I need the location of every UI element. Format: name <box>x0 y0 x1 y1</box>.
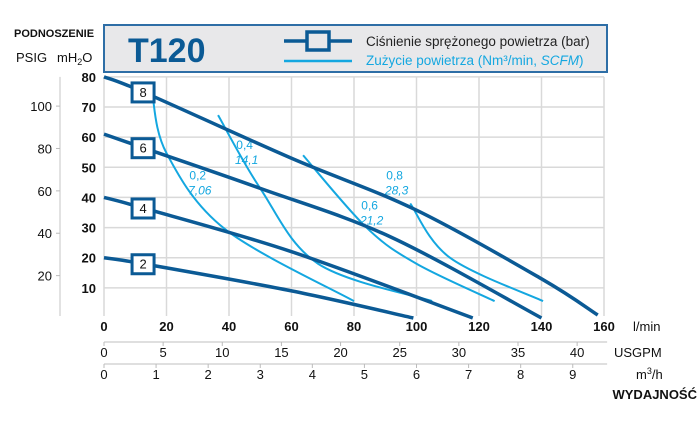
x-unit-m3h-sup: 3 <box>647 366 652 376</box>
y-unit-psig: PSIG <box>16 50 47 65</box>
y-unit-mh2o-end: O <box>82 50 92 65</box>
chart-title: T120 <box>128 32 206 70</box>
y-unit-mh2o-sub: 2 <box>77 57 82 67</box>
x-tick-label: 7 <box>465 367 472 382</box>
y-axis-title: PODNOSZENIE <box>14 28 94 40</box>
pressure-curve-2-bar <box>103 255 414 320</box>
y-tick-mh2o: 60 <box>82 130 96 145</box>
legend-air-label: Zużycie powietrza (Nm³/min, SCFM) <box>366 53 584 68</box>
air-consumption-curves: 0,27,06 0,414,1 0,621,2 0,828,3 <box>151 92 544 303</box>
y-tick-mh2o: 10 <box>82 281 96 296</box>
x-unit-m3h-end: /h <box>652 367 663 382</box>
y-tick-psig: 20 <box>38 269 52 284</box>
pressure-label-box <box>130 137 156 160</box>
y-tick-psig: 80 <box>38 141 52 156</box>
x-tick-label: 0 <box>100 319 107 334</box>
air-label-nm3: 0,6 <box>361 198 378 212</box>
grid <box>103 76 605 316</box>
x-tick-label: 20 <box>333 345 347 360</box>
air-label-nm3: 0,4 <box>236 138 253 152</box>
air-curve-0-8 <box>409 202 544 303</box>
x-tick-label: 40 <box>222 319 236 334</box>
x-tick-label: 120 <box>468 319 490 334</box>
y-tick-psig: 60 <box>38 184 52 199</box>
x-tick-label: 5 <box>361 367 368 382</box>
x-tick-label: 160 <box>593 319 615 334</box>
pressure-label: 6 <box>139 141 146 156</box>
x-tick-label: 10 <box>215 345 229 360</box>
x-unit-m3h: m3/h <box>636 366 663 382</box>
y-tick-psig: 100 <box>30 99 52 114</box>
x-tick-label: 40 <box>570 345 584 360</box>
air-label-scfm: 7,06 <box>188 183 212 197</box>
y-tick-mh2o: 50 <box>82 160 96 175</box>
pressure-label: 8 <box>139 85 146 100</box>
x-tick-label: 20 <box>159 319 173 334</box>
x-tick-label: 25 <box>392 345 406 360</box>
legend-box <box>103 24 608 73</box>
x-tick-label: 100 <box>406 319 428 334</box>
pressure-curves: 8 6 4 2 <box>103 75 599 320</box>
air-curve-0-6 <box>302 154 496 303</box>
x-tick-label: 30 <box>452 345 466 360</box>
legend-air-label-main: Zużycie powietrza (Nm³/min, <box>366 53 541 68</box>
x-tick-label: 60 <box>284 319 298 334</box>
legend-pressure-label: Ciśnienie sprężonego powietrza (bar) <box>366 34 590 49</box>
air-curve-0-2 <box>151 92 355 302</box>
legend-pressure-icon <box>284 30 352 52</box>
pressure-label: 4 <box>139 201 146 216</box>
y-tick-psig: 40 <box>38 226 52 241</box>
x-tick-label: 3 <box>257 367 264 382</box>
x-tick-label: 9 <box>569 367 576 382</box>
x-tick-label: 5 <box>160 345 167 360</box>
x-tick-label: 4 <box>309 367 316 382</box>
y-unit-mh2o: mH2O <box>57 50 92 67</box>
air-label-scfm: 28,3 <box>384 183 409 197</box>
x-tick-label: 0 <box>100 345 107 360</box>
x-tick-label: 140 <box>531 319 553 334</box>
air-curve-0-4 <box>217 114 433 303</box>
y-tick-mh2o: 30 <box>82 221 96 236</box>
air-label-scfm: 14,1 <box>235 153 258 167</box>
x-tick-label: 6 <box>413 367 420 382</box>
y-tick-mh2o: 70 <box>82 100 96 115</box>
x-unit-m3h-main: m <box>636 367 647 382</box>
x-tick-label: 15 <box>274 345 288 360</box>
pressure-curve-6-bar <box>103 132 543 320</box>
x-tick-label: 0 <box>100 367 107 382</box>
pressure-label: 2 <box>139 257 146 272</box>
air-label-scfm: 21,2 <box>359 213 384 227</box>
pressure-label-box <box>130 197 156 220</box>
x-tick-label: 80 <box>347 319 361 334</box>
pressure-curve-4-bar <box>103 195 474 320</box>
legend-air-label-end: ) <box>579 53 584 68</box>
y-unit-mh2o-main: mH <box>57 50 77 65</box>
x-unit-lmin: l/min <box>633 319 660 334</box>
y-tick-mh2o: 20 <box>82 251 96 266</box>
pressure-label-box <box>130 81 156 104</box>
air-label-nm3: 0,8 <box>386 168 403 182</box>
x-unit-usgpm: USGPM <box>614 345 662 360</box>
x-tick-label: 2 <box>205 367 212 382</box>
pressure-label-box <box>130 253 156 276</box>
air-label-nm3: 0,2 <box>189 168 206 182</box>
y-tick-mh2o: 40 <box>82 190 96 205</box>
y-tick-mh2o: 80 <box>82 70 96 85</box>
x-axis-title: WYDAJNOŚĆ <box>612 387 697 402</box>
x-tick-label: 1 <box>152 367 159 382</box>
x-tick-label: 8 <box>517 367 524 382</box>
legend-air-label-italic: SCFM <box>541 53 580 68</box>
x-tick-label: 35 <box>511 345 525 360</box>
